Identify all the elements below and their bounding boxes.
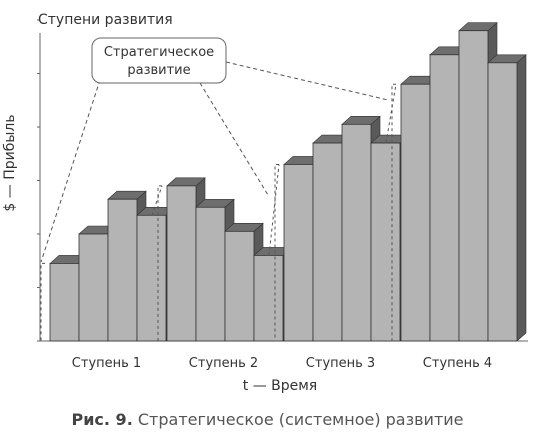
bar-front <box>253 254 284 342</box>
bar-front <box>49 263 80 342</box>
x-axis-label: t — Время <box>243 378 317 394</box>
bar-front <box>195 206 226 342</box>
step-bracket <box>274 163 279 341</box>
bar-front <box>224 230 255 342</box>
bar-front <box>136 214 167 342</box>
step-connector <box>385 84 397 144</box>
bar-side <box>516 54 527 342</box>
bar-front <box>429 54 460 342</box>
bar-front <box>312 142 343 342</box>
category-label: Ступень 3 <box>306 356 375 371</box>
bar-front <box>283 164 314 342</box>
bar-front <box>370 142 401 342</box>
bar-front <box>166 185 197 342</box>
chart: Ступень 1 Ступень 2 Ступень 3 Ступень 4 Стр… <box>2 12 528 394</box>
bar <box>487 54 527 342</box>
figure-caption: Рис. 9. Стратегическое (системное) разви… <box>0 410 535 429</box>
step-connector <box>268 164 280 256</box>
bar-front <box>107 198 138 342</box>
y-axis-label: $ — Прибыль <box>2 114 18 211</box>
caption-text: Стратегическое (системное) развитие <box>137 410 464 429</box>
category-label: Ступень 4 <box>423 356 492 371</box>
callout-leader <box>40 79 101 263</box>
brackets-layer <box>40 61 397 341</box>
callout-label-line2: развитие <box>127 63 190 78</box>
chart-title: Ступени развития <box>38 12 173 28</box>
step-bracket <box>391 83 396 341</box>
bar-front <box>400 83 431 342</box>
category-label: Ступень 1 <box>72 356 141 371</box>
caption-prefix: Рис. 9. <box>71 410 133 429</box>
category-label: Ступень 2 <box>189 356 258 371</box>
callout-leader <box>199 82 269 196</box>
callout-box <box>91 37 227 84</box>
callout-label-line1: Стратегическое <box>104 45 214 60</box>
step-connector <box>151 185 163 216</box>
bar-front <box>78 233 109 342</box>
callout-leader <box>225 61 389 101</box>
step-bracket <box>157 185 162 341</box>
bar-front <box>487 62 518 342</box>
bars-layer: Ступень 1 Ступень 2 Ступень 3 Ступень 4 <box>49 22 527 371</box>
bar-front <box>458 30 489 342</box>
step-bracket <box>40 262 45 341</box>
bar-front <box>341 123 372 342</box>
callout: Стратегическое развитие <box>91 37 227 84</box>
